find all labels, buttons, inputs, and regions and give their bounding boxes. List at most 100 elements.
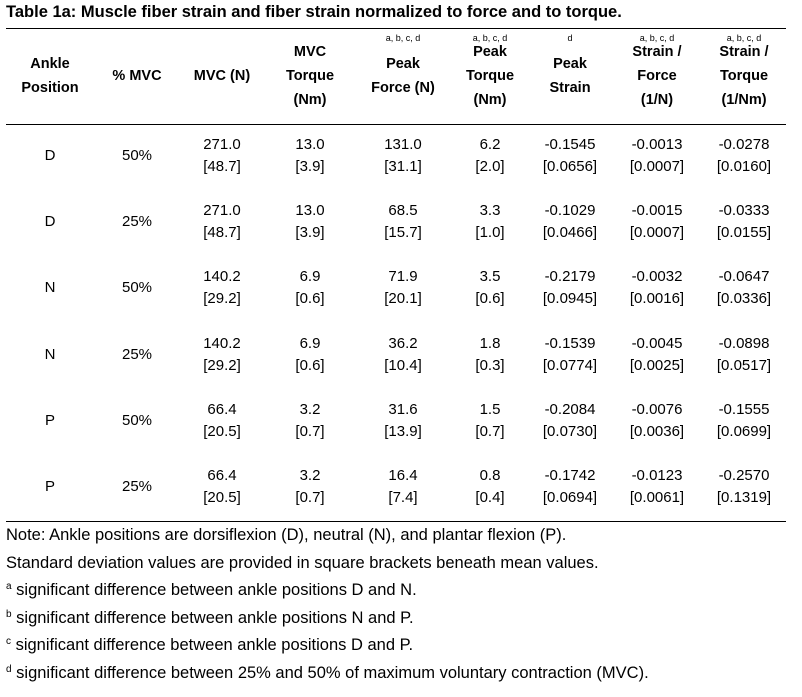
note-superscript: d [6, 663, 12, 675]
note-line: Standard deviation values are provided i… [6, 550, 796, 578]
value-cell: -0.0076 [0.0036] [611, 399, 703, 443]
value-cell: 3.2 [0.7] [264, 399, 356, 443]
percent-mvc-cell: 25% [121, 346, 153, 363]
column-header-line: Force [637, 68, 677, 84]
sd-value: [3.9] [295, 224, 325, 241]
value-cell: -0.1742 [0.0694] [524, 465, 616, 509]
value-cell: 140.2 [29.2] [176, 266, 268, 310]
value-cell: 36.2 [10.4] [357, 333, 449, 377]
percent-mvc-cell: 50% [121, 147, 153, 164]
header-bottom-rule [6, 124, 786, 125]
column-header-superscript: a, b, c, d [639, 33, 675, 43]
percent-mvc-cell: 50% [121, 412, 153, 429]
table-notes: Note: Ankle positions are dorsiflexion (… [6, 522, 796, 687]
column-header-line: (1/Nm) [721, 92, 767, 108]
note-superscript: b [6, 608, 12, 620]
mean-value: -0.1555 [718, 401, 770, 418]
column-header-line: MVC (N) [193, 68, 251, 84]
sd-value: [0.3] [475, 357, 505, 374]
column-header: Peak Force (N) [357, 52, 449, 100]
column-header-line: Strain / [719, 44, 769, 60]
table-title: Table 1a: Muscle fiber strain and fiber … [6, 3, 622, 21]
value-cell: -0.0278 [0.0160] [698, 134, 790, 178]
mean-value: 1.5 [479, 401, 501, 418]
mean-value: 13.0 [295, 136, 325, 153]
sd-value: [0.0007] [629, 158, 685, 175]
column-header-superscript: a, b, c, d [385, 33, 421, 43]
sd-value: [29.2] [203, 290, 241, 307]
sd-value: [7.4] [388, 489, 418, 506]
value-cell: -0.0123 [0.0061] [611, 465, 703, 509]
sd-value: [0.0517] [716, 357, 772, 374]
value-cell: 1.5 [0.7] [444, 399, 536, 443]
value-cell: 13.0 [3.9] [264, 134, 356, 178]
mean-value: 271.0 [203, 136, 241, 153]
sd-value: [0.0036] [629, 423, 685, 440]
note-text: significant difference between ankle pos… [11, 636, 414, 654]
mean-value: 140.2 [203, 268, 241, 285]
ankle-position-cell: D [44, 147, 56, 164]
value-cell: -0.0898 [0.0517] [698, 333, 790, 377]
value-cell: -0.1029 [0.0466] [524, 200, 616, 244]
value-cell: 68.5 [15.7] [357, 200, 449, 244]
sd-value: [0.7] [295, 423, 325, 440]
value-cell: -0.0015 [0.0007] [611, 200, 703, 244]
percent-mvc-cell: 50% [121, 279, 153, 296]
mean-value: 6.2 [479, 136, 501, 153]
mean-value: 6.9 [299, 335, 321, 352]
column-header-line: Torque [285, 68, 335, 84]
ankle-position-cell: N [44, 279, 56, 296]
value-cell: 131.0 [31.1] [357, 134, 449, 178]
sd-value: [0.7] [295, 489, 325, 506]
sd-value: [0.6] [295, 290, 325, 307]
value-cell: 16.4 [7.4] [357, 465, 449, 509]
mean-value: 13.0 [295, 202, 325, 219]
sd-value: [0.0699] [716, 423, 772, 440]
sd-value: [0.6] [475, 290, 505, 307]
mean-value: -0.0032 [631, 268, 683, 285]
ankle-position-cell: D [44, 213, 56, 230]
value-cell: -0.2084 [0.0730] [524, 399, 616, 443]
value-cell: -0.0013 [0.0007] [611, 134, 703, 178]
column-header-line: (Nm) [473, 92, 507, 108]
value-cell: 31.6 [13.9] [357, 399, 449, 443]
column-header: Peak Torque (Nm) [444, 40, 536, 112]
note-text: significant difference between ankle pos… [11, 608, 414, 627]
mean-value: 3.5 [479, 268, 501, 285]
mean-value: -0.2179 [544, 268, 596, 285]
column-header: Strain / Torque (1/Nm) [698, 40, 790, 112]
mean-value: -0.0647 [718, 268, 770, 285]
sd-value: [0.0694] [542, 489, 598, 506]
mean-value: 31.6 [388, 401, 418, 418]
column-header-superscript: a, b, c, d [472, 33, 508, 43]
mean-value: -0.0045 [631, 335, 683, 352]
value-cell: 3.2 [0.7] [264, 465, 356, 509]
column-header-line: Torque [465, 68, 515, 84]
column-header-line: (Nm) [293, 92, 327, 108]
sd-value: [0.0061] [629, 489, 685, 506]
column-header-superscript: a, b, c, d [726, 33, 762, 43]
note-superscript: c [6, 636, 11, 647]
mean-value: 71.9 [388, 268, 418, 285]
column-header-line: MVC [293, 44, 327, 60]
value-cell: -0.0045 [0.0025] [611, 333, 703, 377]
sd-value: [10.4] [384, 357, 422, 374]
note-text: Note: Ankle positions are dorsiflexion (… [6, 526, 567, 544]
mean-value: -0.0013 [631, 136, 683, 153]
column-header-line: Position [21, 80, 79, 96]
sd-value: [15.7] [384, 224, 422, 241]
column-header-line: (1/N) [640, 92, 674, 108]
column-header: MVC (N) [176, 64, 268, 88]
value-cell: -0.1545 [0.0656] [524, 134, 616, 178]
value-cell: 140.2 [29.2] [176, 333, 268, 377]
mean-value: -0.0898 [718, 335, 770, 352]
value-cell: 271.0 [48.7] [176, 134, 268, 178]
sd-value: [29.2] [203, 357, 241, 374]
value-cell: 6.9 [0.6] [264, 266, 356, 310]
value-cell: -0.2570 [0.1319] [698, 465, 790, 509]
column-header-line: Peak [553, 56, 587, 72]
column-header-line: Peak [473, 44, 507, 60]
column-header: Ankle Position [4, 52, 96, 100]
value-cell: 13.0 [3.9] [264, 200, 356, 244]
note-line: Note: Ankle positions are dorsiflexion (… [6, 522, 796, 550]
